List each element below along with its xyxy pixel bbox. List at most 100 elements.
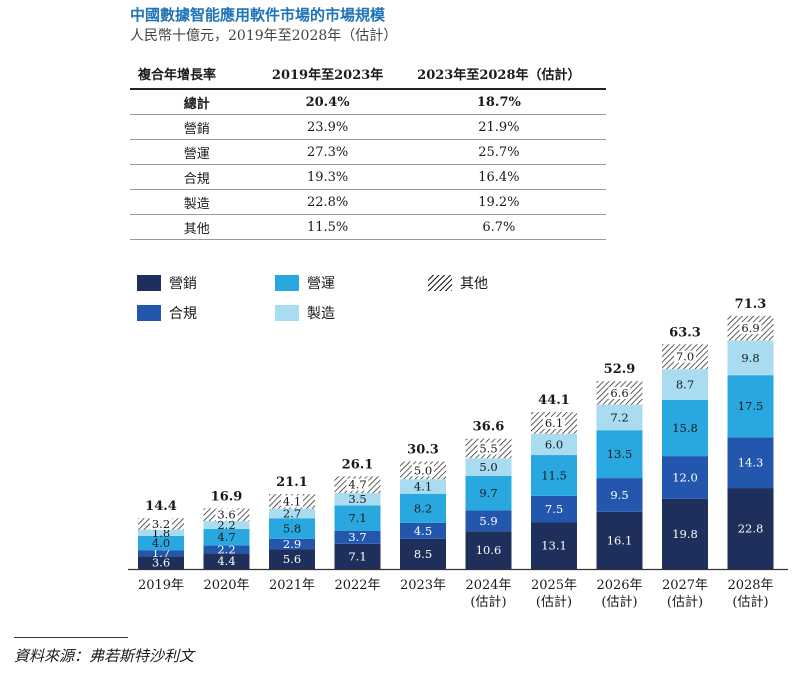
- cagr-cell-value: 18.7%: [391, 89, 606, 115]
- data-label-backdrop: [674, 350, 696, 363]
- data-label-backdrop: [346, 478, 369, 491]
- bar-segment: [334, 493, 381, 506]
- x-tick-label: 2022年: [334, 578, 380, 593]
- data-label: 6.0: [545, 437, 563, 451]
- data-label: 9.8: [741, 351, 759, 365]
- total-label: 30.3: [407, 442, 439, 457]
- legend-label: 其他: [460, 276, 488, 292]
- bar-segment: [138, 529, 184, 536]
- data-label: 5.0: [479, 460, 497, 474]
- data-label: 12.0: [672, 470, 698, 484]
- legend-item-others: 其他: [428, 273, 488, 293]
- legend-swatch-operations: [275, 275, 299, 291]
- data-label: 2.2: [217, 518, 235, 532]
- data-label: 17.5: [738, 399, 764, 413]
- data-label: 19.8: [672, 527, 698, 541]
- data-label-backdrop: [477, 442, 500, 455]
- data-label: 2.7: [283, 506, 301, 520]
- cagr-cell-value: 11.5%: [263, 214, 392, 240]
- data-label: 4.4: [217, 554, 235, 568]
- cagr-row-manufacturing: 製造 22.8% 19.2%: [130, 189, 606, 215]
- data-label-backdrop: [150, 517, 172, 530]
- bar-segment: [531, 433, 577, 456]
- data-label: 7.2: [610, 410, 628, 424]
- data-label: 3.5: [348, 492, 366, 506]
- data-label: 3.6: [152, 556, 170, 570]
- legend-label: 營銷: [169, 276, 197, 292]
- cagr-cell-value: 6.7%: [391, 214, 606, 240]
- chart-subtitle: 人民幣十億元，2019年至2028年（估計）: [130, 28, 398, 44]
- cagr-cell-value: 23.9%: [263, 114, 392, 140]
- data-label-backdrop: [608, 386, 631, 399]
- data-label: 4.1: [414, 479, 432, 493]
- legend-item-operations: 營運: [275, 273, 335, 293]
- bar-segment: [334, 505, 381, 531]
- x-tick-label: (估計): [470, 594, 506, 610]
- bar-segment: [662, 498, 708, 569]
- data-label: 5.9: [479, 514, 497, 528]
- x-tick-label: 2020年: [203, 578, 249, 593]
- data-label: 7.0: [676, 350, 694, 364]
- bar-segment: [727, 375, 774, 438]
- bar-segment: [531, 522, 577, 569]
- bar-segment: [203, 528, 250, 546]
- total-label: 14.4: [145, 499, 177, 514]
- legend-swatch-marketing: [137, 275, 161, 291]
- legend-swatch-others: [428, 275, 452, 291]
- data-label: 4.0: [152, 536, 170, 550]
- cagr-row-total: 總計 20.4% 18.7%: [130, 89, 606, 115]
- x-tick-label: (估計): [732, 594, 768, 610]
- bar-segment: [400, 493, 446, 523]
- bar-segment: [269, 518, 315, 539]
- data-label-backdrop: [543, 416, 565, 429]
- bar-segment: [400, 479, 446, 494]
- cagr-table: 複合年增長率 2019年至2023年 2023年至2028年（估計） 總計 20…: [130, 58, 606, 240]
- data-label: 2.9: [283, 537, 301, 551]
- data-label: 7.1: [348, 511, 366, 525]
- bar-segment: [334, 530, 381, 544]
- bar-segment: [727, 437, 774, 489]
- bar-segment: [203, 545, 250, 554]
- bar-segment: [465, 531, 512, 569]
- source-divider: [14, 637, 128, 638]
- total-label: 44.1: [538, 393, 570, 408]
- data-label: 11.5: [541, 468, 567, 482]
- x-tick-label: (估計): [667, 594, 703, 610]
- total-label: 16.9: [211, 489, 243, 504]
- x-tick-label: (估計): [536, 594, 572, 610]
- bar-segment: [138, 535, 184, 551]
- data-label: 4.5: [414, 524, 432, 538]
- data-label: 6.6: [610, 386, 628, 400]
- x-tick-label: 2024年: [465, 578, 511, 593]
- bar-segment: [727, 488, 774, 569]
- bar-segment: [269, 508, 315, 519]
- data-label: 2.2: [217, 542, 235, 556]
- legend-label: 合規: [169, 306, 197, 322]
- total-label: 21.1: [276, 475, 308, 490]
- data-label-backdrop: [215, 508, 238, 521]
- bar-segment: [400, 538, 446, 569]
- data-label: 4.7: [348, 478, 366, 492]
- data-label: 4.1: [283, 494, 301, 508]
- data-label: 5.5: [479, 441, 497, 455]
- data-label: 3.2: [152, 517, 170, 531]
- total-label: 63.3: [669, 325, 701, 340]
- total-label: 26.1: [342, 457, 374, 472]
- bars-layer: 3.61.74.01.83.214.42019年4.42.24.72.23.61…: [138, 297, 774, 610]
- bar-segment: [596, 511, 643, 569]
- bar-segment: [727, 340, 774, 376]
- legend-label: 製造: [307, 306, 335, 322]
- data-label: 8.7: [676, 378, 694, 392]
- cagr-cell-label: 合規: [130, 164, 264, 190]
- bar-segment: [400, 522, 446, 539]
- data-label: 13.5: [607, 447, 633, 461]
- legend-swatch-manufacturing: [275, 305, 299, 321]
- data-label: 7.1: [348, 549, 366, 563]
- legend-swatch-compliance: [137, 305, 161, 321]
- cagr-cell-label: 總計: [130, 89, 264, 115]
- total-label: 71.3: [735, 297, 767, 312]
- cagr-cell-value: 27.3%: [263, 139, 392, 165]
- data-label: 5.0: [414, 463, 432, 477]
- bar-segment: [662, 369, 708, 401]
- data-label: 7.5: [545, 502, 563, 516]
